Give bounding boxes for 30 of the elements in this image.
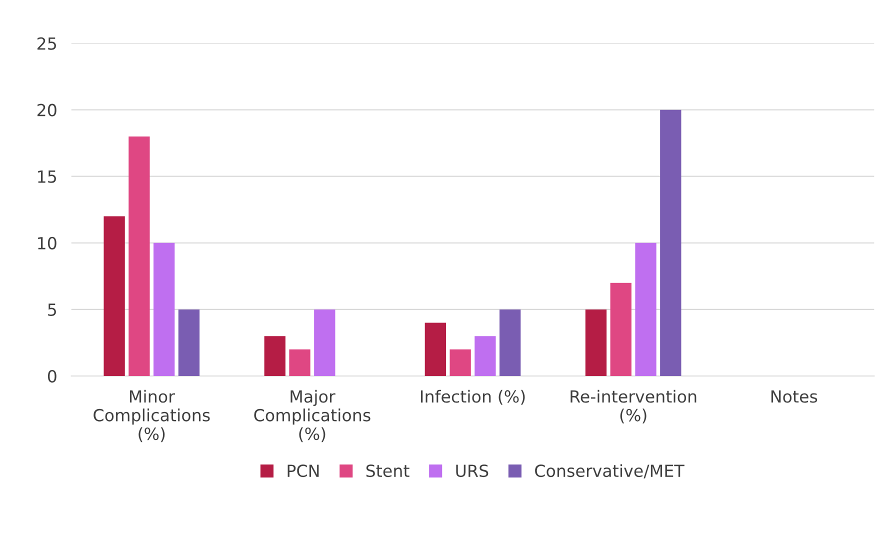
bar xyxy=(264,336,286,376)
x-tick-label: Re-intervention (%) xyxy=(570,390,696,424)
bar xyxy=(450,349,471,376)
bar xyxy=(104,216,125,376)
y-tick-label: 5 xyxy=(48,304,56,316)
legend-label: URS xyxy=(456,464,488,478)
y-tick-label: 10 xyxy=(38,236,56,250)
bar xyxy=(424,322,446,376)
x-tick-label: Minor Complications (%) xyxy=(94,390,210,442)
bar xyxy=(474,336,496,376)
x-tick-label: Major Complications (%) xyxy=(254,390,370,442)
legend-label: Stent xyxy=(366,464,410,478)
bar xyxy=(585,309,607,376)
bar xyxy=(178,309,200,376)
legend-label: Conservative/MET xyxy=(535,464,684,478)
y-tick-label: 15 xyxy=(38,170,56,183)
bar xyxy=(289,349,310,376)
bar xyxy=(154,242,175,376)
bar xyxy=(314,309,336,376)
bar xyxy=(128,136,150,376)
y-tick-label: 0 xyxy=(48,370,56,383)
x-tick-label: Notes xyxy=(771,390,818,403)
x-tick-label: Infection (%) xyxy=(420,390,525,405)
y-tick-label: 25 xyxy=(37,37,56,50)
legend-label: PCN xyxy=(288,464,319,478)
bar xyxy=(660,110,682,376)
bar xyxy=(635,242,656,376)
bar xyxy=(500,309,521,376)
bar xyxy=(610,282,632,376)
y-tick-label: 20 xyxy=(37,104,56,116)
